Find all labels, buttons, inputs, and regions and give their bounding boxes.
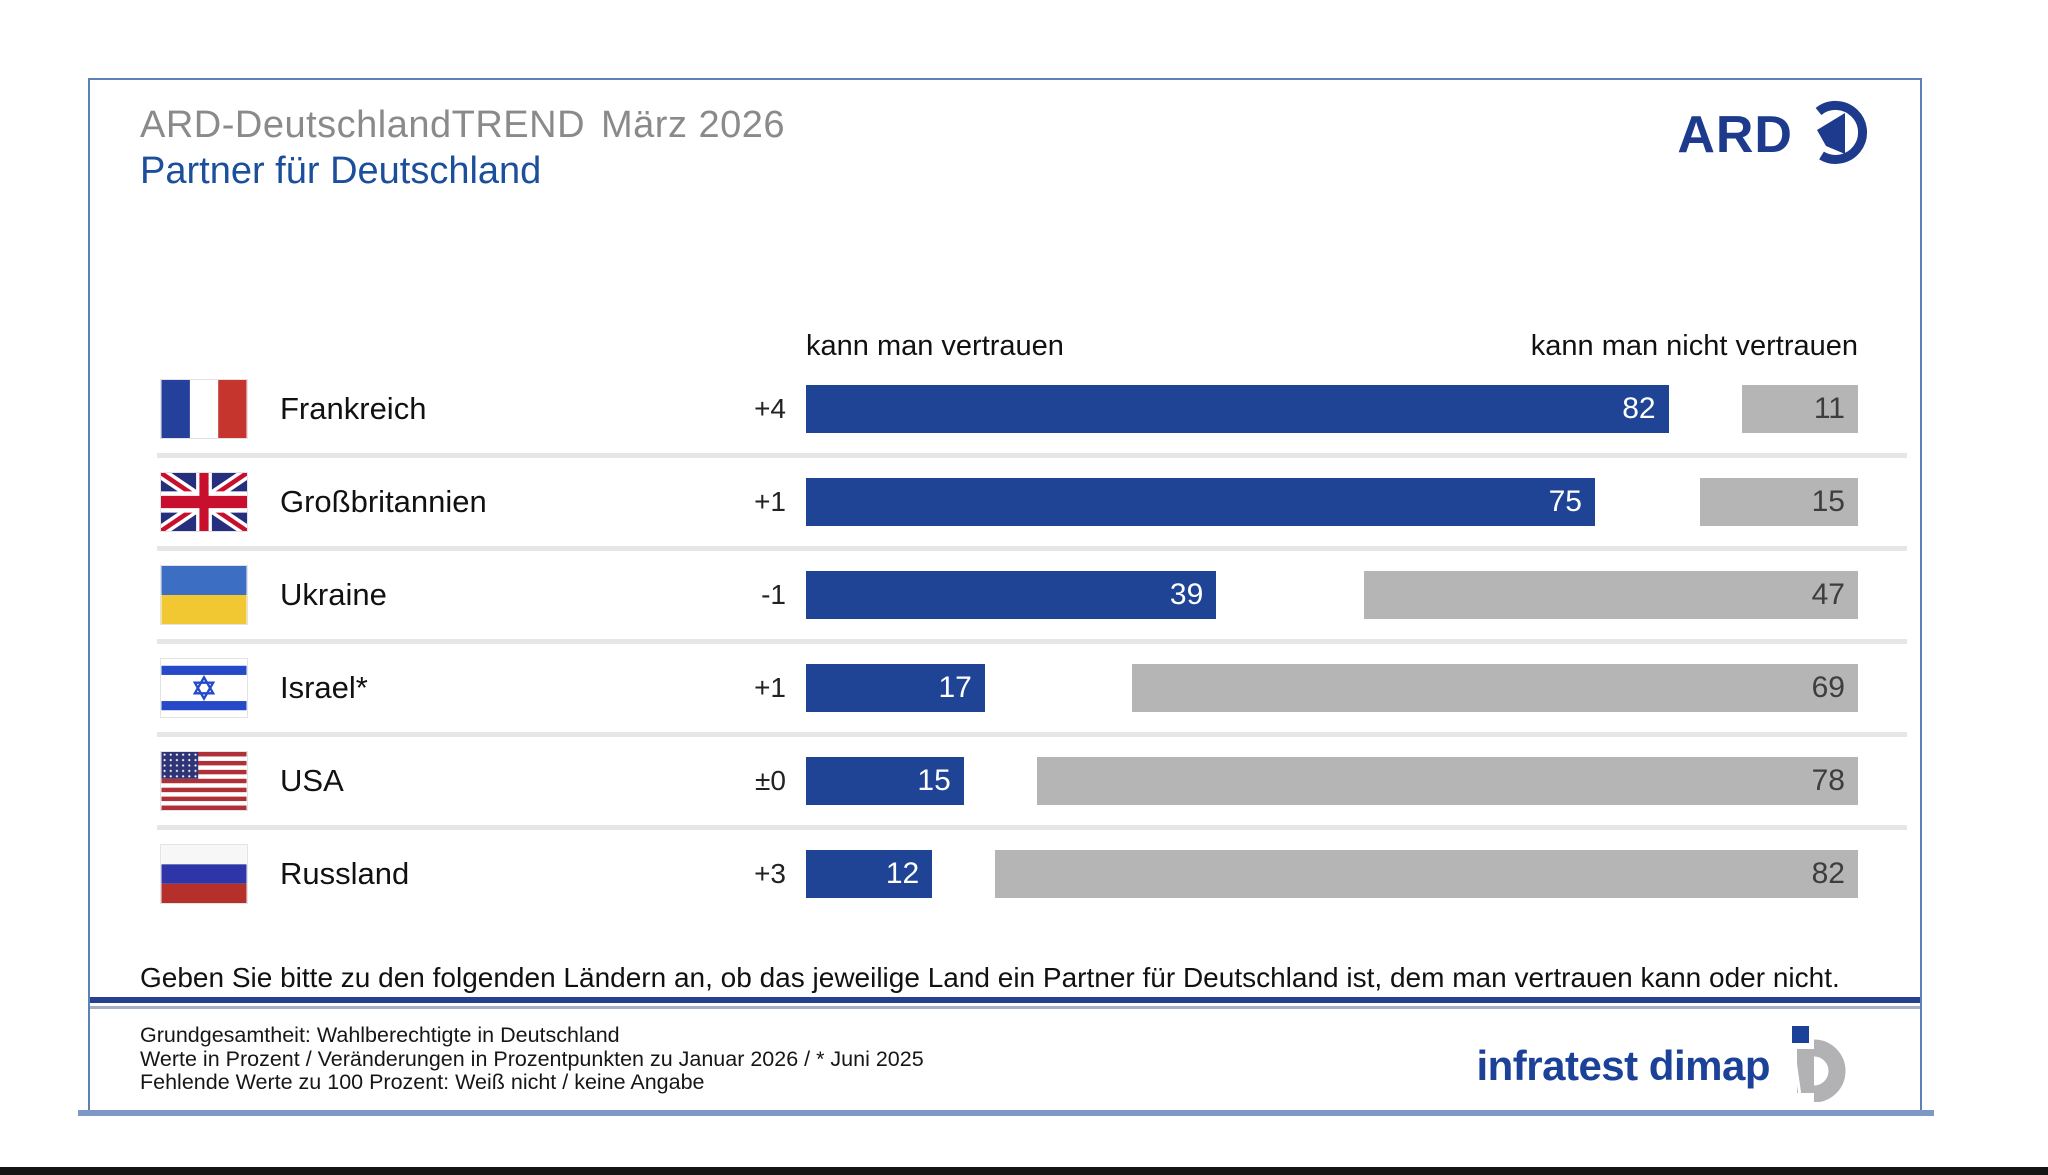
country-label: Großbritannien: [280, 483, 487, 519]
distrust-bar: 69: [1132, 663, 1858, 712]
column-headers: kann man vertrauen kann man nicht vertra…: [806, 330, 1858, 363]
screen-bottom-bar: [0, 1167, 2048, 1175]
ard-logo-text: ARD: [1677, 105, 1793, 164]
country-flag-icon: [160, 564, 248, 625]
trust-value: 75: [1548, 484, 1582, 518]
trust-value: 82: [1622, 391, 1656, 425]
distrust-bar: 15: [1700, 477, 1858, 526]
ard-logo: ARD: [1677, 94, 1873, 175]
distrust-value: 78: [1811, 763, 1845, 797]
country-flag-icon: [160, 750, 248, 811]
footnote-line: Werte in Prozent / Veränderungen in Proz…: [140, 1046, 924, 1071]
country-flag-icon: [160, 378, 248, 439]
trust-bar: 75: [806, 477, 1595, 526]
trust-value: 17: [938, 670, 972, 704]
footnote-line: Fehlende Werte zu 100 Prozent: Weiß nich…: [140, 1070, 705, 1094]
distrust-bar: 82: [995, 849, 1858, 898]
country-label: Israel*: [280, 669, 368, 705]
row-divider: [157, 732, 1907, 737]
agency-branding: infratest dimap: [1476, 1018, 1858, 1107]
bar-row: Ukraine -1 39 47: [90, 548, 1920, 644]
footnote-line: Grundgesamtheit: Wahlberechtigte in Deut…: [140, 1023, 620, 1047]
distrust-value: 47: [1811, 577, 1845, 611]
distrust-bar: 78: [1037, 756, 1858, 805]
country-label: USA: [280, 762, 344, 798]
title-block: ARD-DeutschlandTREND März 2026 Partner fü…: [140, 102, 785, 194]
trust-value: 12: [885, 856, 920, 890]
change-label: +3: [754, 857, 786, 889]
distrust-value: 82: [1811, 856, 1845, 890]
bar-row: Russland +3 12 82: [90, 827, 1920, 920]
bar-row: Israel* +1 17 69: [90, 641, 1920, 737]
change-label: -1: [761, 578, 786, 610]
infratest-dimap-icon: [1786, 1018, 1858, 1107]
trust-value: 39: [1169, 577, 1204, 611]
country-flag-icon: [160, 843, 248, 904]
survey-question: Geben Sie bitte zu den folgenden Ländern…: [140, 962, 1840, 993]
change-label: +4: [754, 392, 786, 424]
agency-name: infratest dimap: [1476, 1042, 1770, 1089]
legend-trust: kann man vertrauen: [806, 330, 1064, 362]
kicker-edition: März 2026: [601, 104, 786, 146]
bar-track: 17 69: [806, 663, 1858, 712]
ard-one-icon: [1797, 94, 1873, 175]
row-divider: [157, 546, 1907, 551]
country-label: Russland: [280, 855, 410, 891]
bar-track: 75 15: [806, 477, 1858, 526]
bar-row: Frankreich +4 82 11: [90, 362, 1920, 458]
country-flag-icon: [160, 657, 248, 718]
bar-track: 82 11: [806, 384, 1858, 433]
trust-bar: 15: [806, 756, 964, 805]
trust-bar: 12: [806, 849, 933, 898]
bar-track: 12 82: [806, 849, 1858, 898]
change-label: ±0: [755, 764, 786, 796]
distrust-bar: 11: [1742, 384, 1858, 433]
row-divider: [157, 453, 1907, 458]
country-label: Ukraine: [280, 576, 387, 612]
bar-track: 39 47: [806, 570, 1858, 619]
distrust-value: 15: [1811, 484, 1845, 518]
bar-track: 15 78: [806, 756, 1858, 805]
separator-rule-gray: [90, 1006, 1920, 1009]
separator-rule-blue: [90, 997, 1920, 1003]
kicker: ARD-DeutschlandTREND März 2026: [140, 102, 785, 148]
distrust-value: 11: [1813, 391, 1845, 425]
country-label: Frankreich: [280, 390, 427, 426]
distrust-bar: 47: [1363, 570, 1858, 619]
bar-row: Großbritannien +1 75 15: [90, 455, 1920, 551]
bar-chart: Frankreich +4 82 11 Großbritannien +1: [90, 362, 1920, 920]
page-title: Partner für Deutschland: [140, 150, 542, 192]
row-divider: [157, 825, 1907, 830]
change-label: +1: [754, 671, 786, 703]
row-divider: [157, 639, 1907, 644]
change-label: +1: [754, 485, 786, 517]
card-bottom-accent: [78, 1110, 1934, 1116]
content-card: ARD-DeutschlandTREND März 2026 Partner fü…: [88, 78, 1922, 1112]
trust-bar: 17: [806, 663, 985, 712]
legend-distrust: kann man nicht vertrauen: [1530, 330, 1858, 362]
country-flag-icon: [160, 471, 248, 532]
footnotes: Grundgesamtheit: Wahlberechtigte in Deut…: [140, 1023, 924, 1095]
distrust-value: 69: [1811, 670, 1845, 704]
kicker-brand: ARD-DeutschlandTREND: [140, 104, 586, 146]
trust-value: 15: [917, 763, 951, 797]
bar-row: USA ±0 15 78: [90, 734, 1920, 830]
trust-bar: 82: [806, 384, 1669, 433]
trust-bar: 39: [806, 570, 1217, 619]
